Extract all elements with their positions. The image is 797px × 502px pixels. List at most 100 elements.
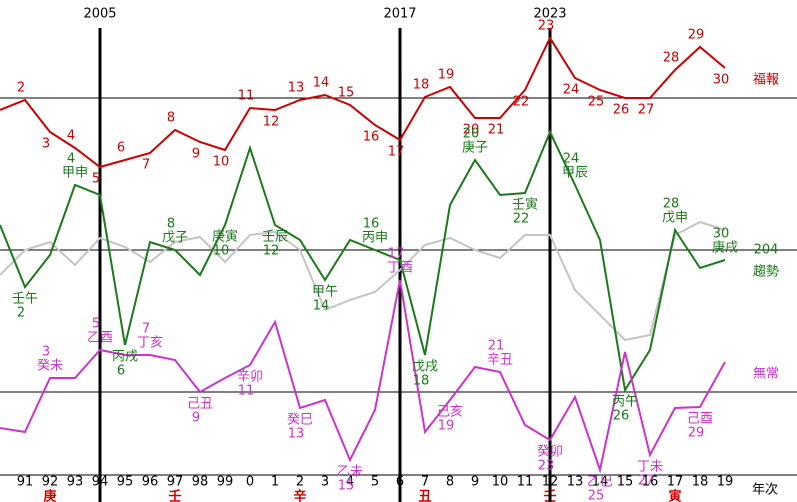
point-label: 18 bbox=[413, 374, 430, 389]
point-label: 23 bbox=[538, 459, 555, 474]
point-label: 11 bbox=[238, 89, 255, 104]
point-label: 7 bbox=[142, 322, 150, 337]
point-name: 庚寅 bbox=[212, 229, 238, 245]
x-tick-label: 9 bbox=[471, 475, 479, 490]
point-label: 16 bbox=[363, 130, 380, 145]
point-label: 21 bbox=[488, 339, 505, 354]
point-name: 壬午 bbox=[12, 292, 38, 307]
x-tick-label: 96 bbox=[142, 475, 159, 490]
x-tick-label: 98 bbox=[192, 475, 209, 490]
point-label: 4 bbox=[67, 152, 75, 167]
point-name: 戊戌 bbox=[412, 360, 438, 375]
x-tick-label: 5 bbox=[371, 475, 379, 490]
x-tick-label: 14 bbox=[592, 475, 609, 490]
x-tick-label: 11 bbox=[517, 475, 534, 490]
x-tick-label: 2 bbox=[296, 475, 304, 490]
point-name: 辛丑 bbox=[487, 353, 513, 368]
point-label: 9 bbox=[192, 411, 200, 426]
point-label: 14 bbox=[313, 299, 330, 314]
x-tick-label: 1 bbox=[271, 475, 279, 490]
point-label: 25 bbox=[588, 95, 605, 110]
point-name: 戊申 bbox=[662, 211, 688, 226]
x-tick-label: 8 bbox=[446, 475, 454, 490]
point-name: 乙未 bbox=[337, 465, 363, 480]
point-name: 乙巳 bbox=[587, 475, 613, 490]
legend-label: 無常 bbox=[753, 367, 779, 382]
x-tick-label: 92 bbox=[42, 475, 59, 490]
point-name: 壬寅 bbox=[512, 197, 538, 213]
point-label: 27 bbox=[638, 103, 655, 118]
point-label: 13 bbox=[288, 427, 305, 442]
point-label: 11 bbox=[238, 384, 255, 399]
point-name: 癸巳 bbox=[287, 413, 313, 428]
point-name: 丁酉 bbox=[387, 261, 413, 276]
point-label: 27 bbox=[638, 474, 655, 489]
point-label: 10 bbox=[213, 155, 230, 170]
point-label: 28 bbox=[663, 51, 680, 66]
point-label: 2 bbox=[17, 81, 25, 96]
point-label: 24 bbox=[563, 152, 580, 167]
point-label: 21 bbox=[488, 123, 505, 138]
bottom-label: 壬 bbox=[168, 489, 181, 502]
point-label: 4 bbox=[67, 129, 75, 144]
point-label: 8 bbox=[167, 217, 175, 232]
point-name: 丙申 bbox=[362, 231, 388, 246]
point-name: 己丑 bbox=[187, 397, 213, 412]
point-label: 2 bbox=[17, 306, 25, 321]
point-label: 18 bbox=[413, 78, 430, 93]
point-label: 24 bbox=[563, 83, 580, 98]
x-tick-label: 17 bbox=[667, 475, 684, 490]
x-tick-label: 97 bbox=[167, 475, 184, 490]
x-tick-label: 18 bbox=[692, 475, 709, 490]
point-label: 25 bbox=[588, 489, 605, 502]
bottom-label: 寅 bbox=[668, 489, 681, 502]
point-name: 己酉 bbox=[687, 412, 713, 427]
point-name: 丙午 bbox=[612, 395, 638, 410]
point-label: 26 bbox=[613, 409, 630, 424]
point-name: 乙酉 bbox=[87, 331, 113, 346]
marker-label: 2023 bbox=[533, 7, 566, 22]
bottom-label: 丑 bbox=[418, 490, 431, 502]
point-label: 15 bbox=[338, 479, 355, 494]
marker-label: 2017 bbox=[383, 7, 416, 22]
point-label: 17 bbox=[388, 145, 405, 160]
marker-label: 2005 bbox=[83, 7, 116, 22]
point-label: 14 bbox=[313, 76, 330, 91]
x-tick-label: 3 bbox=[321, 475, 329, 490]
point-label: 20 bbox=[463, 123, 480, 138]
point-label: 10 bbox=[213, 244, 230, 259]
x-axis-label: 年次 bbox=[752, 482, 778, 498]
point-name: 甲辰 bbox=[562, 166, 588, 181]
point-name: 丁亥 bbox=[137, 336, 163, 351]
point-label: 16 bbox=[363, 217, 380, 232]
point-label: 19 bbox=[438, 419, 455, 434]
point-label: 29 bbox=[688, 426, 705, 441]
x-tick-label: 19 bbox=[717, 475, 734, 490]
x-tick-label: 13 bbox=[567, 475, 584, 490]
x-tick-label: 95 bbox=[117, 475, 134, 490]
series-line bbox=[0, 129, 726, 393]
point-label: 12 bbox=[263, 244, 280, 259]
point-label: 30 bbox=[713, 73, 730, 88]
point-label: 30 bbox=[713, 227, 730, 242]
point-label: 3 bbox=[42, 345, 50, 360]
series-line bbox=[0, 220, 726, 342]
point-name: 庚戌 bbox=[712, 240, 738, 256]
point-label: 13 bbox=[288, 81, 305, 96]
point-label: 19 bbox=[438, 68, 455, 83]
point-name: 壬辰 bbox=[262, 230, 288, 245]
point-name: 丙戌 bbox=[112, 350, 138, 365]
point-label: 7 bbox=[142, 158, 150, 173]
point-label: 29 bbox=[688, 28, 705, 43]
point-label: 8 bbox=[167, 111, 175, 126]
x-tick-label: 4 bbox=[346, 475, 354, 490]
point-name: 癸卯 bbox=[537, 445, 563, 460]
legend-label: 趨勢 bbox=[753, 265, 779, 280]
point-label: 17 bbox=[388, 247, 405, 262]
point-label: 26 bbox=[613, 103, 630, 118]
bottom-label: 辛 bbox=[293, 489, 306, 502]
point-label: 9 bbox=[192, 147, 200, 162]
point-label: 20 bbox=[463, 127, 480, 142]
series-line bbox=[0, 35, 726, 169]
